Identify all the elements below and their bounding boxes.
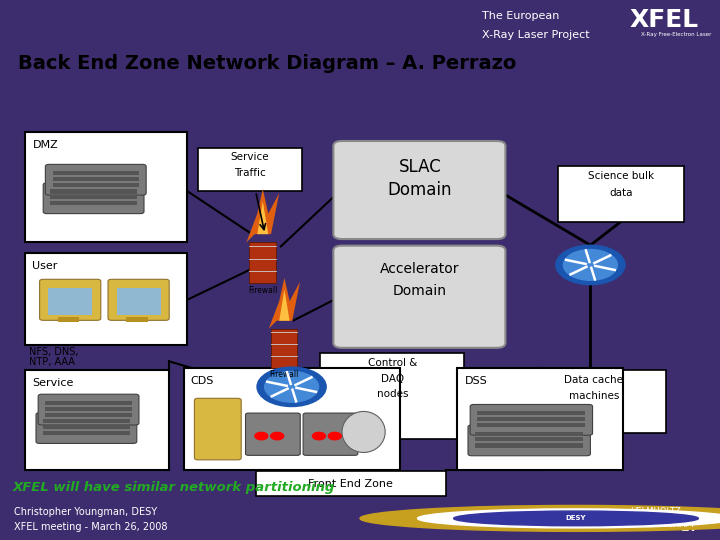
Bar [249, 242, 276, 284]
Bar [320, 353, 464, 440]
Bar [117, 288, 161, 315]
FancyBboxPatch shape [194, 399, 241, 460]
Text: Front End Zone: Front End Zone [308, 478, 393, 489]
FancyBboxPatch shape [303, 413, 358, 455]
Circle shape [312, 433, 325, 440]
Text: HELMHOLTZ: HELMHOLTZ [630, 508, 680, 516]
Circle shape [418, 509, 720, 528]
FancyBboxPatch shape [40, 279, 101, 320]
Text: Back End Zone Network Diagram – A. Perrazo: Back End Zone Network Diagram – A. Perra… [18, 54, 516, 73]
Text: X-Ray Free-Electron Laser: X-Ray Free-Electron Laser [641, 32, 711, 37]
Text: Domain: Domain [387, 181, 452, 199]
Text: SLAC: SLAC [398, 158, 441, 176]
Bar [126, 318, 148, 321]
Text: Control &: Control & [368, 359, 417, 368]
Text: NFS, DNS,: NFS, DNS, [29, 347, 78, 357]
Bar [45, 407, 132, 410]
Bar [184, 368, 400, 470]
Text: Data cache: Data cache [564, 375, 624, 384]
Bar [53, 171, 139, 175]
Polygon shape [257, 201, 269, 234]
Bar [475, 443, 583, 448]
Text: Science bulk: Science bulk [588, 171, 654, 181]
Text: XFEL meeting - March 26, 2008: XFEL meeting - March 26, 2008 [14, 522, 168, 532]
Text: DMZ: DMZ [32, 140, 58, 150]
Text: The European: The European [482, 11, 559, 22]
Bar [477, 423, 585, 427]
Text: DAQ: DAQ [381, 374, 404, 384]
Text: Domain: Domain [393, 284, 446, 298]
FancyBboxPatch shape [333, 141, 505, 239]
Bar [558, 166, 684, 222]
Bar [475, 437, 583, 441]
FancyBboxPatch shape [246, 413, 300, 455]
FancyBboxPatch shape [36, 413, 137, 443]
Bar [25, 132, 187, 242]
Text: Traffic: Traffic [234, 168, 266, 179]
FancyBboxPatch shape [470, 404, 593, 435]
Text: XFEL will have similar network partitioning: XFEL will have similar network partition… [13, 481, 336, 494]
Circle shape [564, 249, 617, 280]
Bar [271, 328, 297, 368]
Bar [50, 195, 137, 199]
Bar [53, 183, 139, 187]
Text: nodes: nodes [377, 389, 408, 399]
Bar [198, 148, 302, 191]
FancyBboxPatch shape [38, 394, 139, 425]
Polygon shape [246, 189, 279, 242]
Text: data: data [609, 188, 632, 198]
Text: X-Ray Laser Project: X-Ray Laser Project [482, 30, 590, 40]
Bar [477, 417, 585, 421]
Text: 27: 27 [681, 521, 698, 534]
Bar [256, 471, 446, 496]
FancyBboxPatch shape [468, 425, 590, 456]
Bar [48, 288, 92, 315]
FancyBboxPatch shape [43, 183, 144, 214]
Text: User: User [32, 261, 58, 271]
Bar [50, 201, 137, 205]
Bar [45, 401, 132, 405]
Bar [477, 411, 585, 415]
Bar [45, 413, 132, 417]
FancyBboxPatch shape [45, 164, 146, 195]
Bar [43, 419, 130, 423]
Text: GEMEINSCHAFT: GEMEINSCHAFT [630, 521, 696, 529]
FancyBboxPatch shape [333, 246, 505, 348]
Text: NTP, AAA: NTP, AAA [29, 357, 75, 367]
Bar [50, 190, 137, 193]
Bar [25, 369, 169, 470]
Text: CDS: CDS [191, 376, 214, 386]
Bar [53, 177, 139, 181]
Text: Service: Service [32, 378, 73, 388]
Bar [475, 431, 583, 436]
Bar [43, 425, 130, 429]
Bar [43, 431, 130, 435]
Circle shape [255, 433, 268, 440]
Text: Service: Service [230, 152, 269, 162]
Bar [58, 318, 79, 321]
Bar [25, 253, 187, 345]
Circle shape [360, 505, 720, 531]
Text: Firewall: Firewall [248, 286, 277, 295]
FancyBboxPatch shape [108, 279, 169, 320]
Text: DSS: DSS [464, 376, 487, 386]
Text: Firewall: Firewall [270, 370, 299, 380]
Circle shape [257, 367, 326, 407]
Ellipse shape [342, 411, 385, 453]
Bar [457, 368, 623, 470]
Circle shape [328, 433, 341, 440]
Text: DESY: DESY [566, 515, 586, 522]
Polygon shape [279, 289, 289, 321]
Circle shape [556, 245, 625, 285]
Text: XFEL: XFEL [630, 8, 699, 32]
Text: Christopher Youngman, DESY: Christopher Youngman, DESY [14, 507, 158, 517]
Circle shape [271, 433, 284, 440]
Text: machines: machines [569, 391, 619, 401]
Bar [522, 369, 666, 433]
Circle shape [454, 511, 698, 526]
Circle shape [265, 372, 318, 402]
Polygon shape [269, 278, 300, 328]
Text: Accelerator: Accelerator [380, 262, 459, 276]
